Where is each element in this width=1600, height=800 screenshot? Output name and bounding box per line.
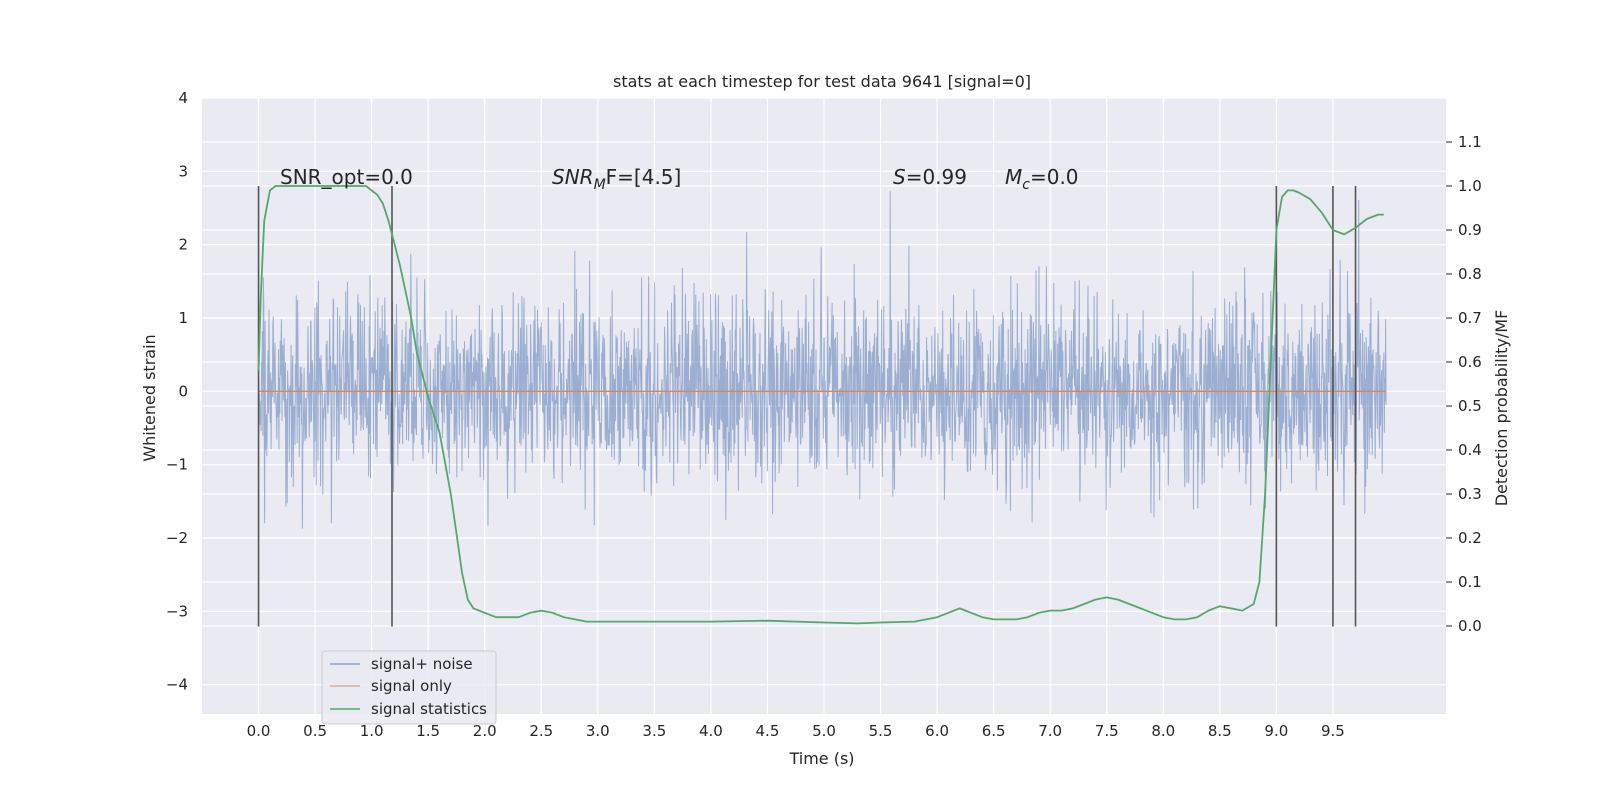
annotation-snr-mf-symbol: SNR [552, 165, 594, 189]
y-tick-label: 0 [178, 382, 188, 400]
x-tick-label: 5.0 [812, 722, 836, 740]
y-right-tick-label: 0.7 [1458, 309, 1482, 327]
noise-trace [258, 191, 1387, 529]
noise-series [258, 191, 1387, 529]
stats-trace [257, 185, 1384, 625]
annotation-mc: Mc=0.0 [1005, 165, 1079, 193]
y-right-tick-label: 0.4 [1458, 441, 1482, 459]
y-axis-right: 0.0 0.1 0.2 0.3 0.4 0.5 0.6 0.7 0.8 0.9 1.0 1.1 [1446, 133, 1482, 635]
y-right-tick-label: 0.2 [1458, 529, 1482, 547]
y-right-tick-label: 0.3 [1458, 485, 1482, 503]
x-tick-label: 8.0 [1151, 722, 1175, 740]
legend-label-stats: signal statistics [371, 700, 487, 718]
x-tick-label: 2.5 [529, 722, 553, 740]
x-tick-label: 8.5 [1208, 722, 1232, 740]
y-tick-label: −4 [166, 676, 188, 694]
annotation-s-value: =0.99 [906, 165, 967, 189]
x-tick-label: 1.5 [416, 722, 440, 740]
legend: signal+ noise signal only signal statist… [321, 650, 497, 725]
annotation-s: S=0.99 [893, 165, 967, 189]
y-right-tick-label: 0.1 [1458, 573, 1482, 591]
x-tick-label: 9.0 [1264, 722, 1288, 740]
vertical-markers [257, 186, 1357, 627]
x-axis: 0.0 0.5 1.0 1.5 2.0 2.5 3.0 3.5 4.0 4.5 5.0 5.5 6.0 6… [247, 722, 1345, 740]
x-axis-label: Time (s) [788, 749, 854, 768]
annotation-snr-opt: SNR_opt=0.0 [280, 165, 413, 189]
annotation-snr-mf-value: F=[4.5] [606, 165, 682, 189]
x-tick-label: 0.5 [303, 722, 327, 740]
x-tick-label: 6.5 [982, 722, 1006, 740]
y-right-tick-label: 0.8 [1458, 265, 1482, 283]
annotation-mc-subscript: c [1022, 177, 1030, 193]
legend-label-signal: signal only [371, 677, 452, 695]
y-right-tick-label: 1.1 [1458, 133, 1482, 151]
annotation-mc-value: =0.0 [1030, 165, 1079, 189]
legend-label-noise: signal+ noise [371, 655, 473, 673]
x-tick-label: 4.5 [756, 722, 780, 740]
annotation-s-symbol: S [893, 165, 906, 189]
x-tick-label: 2.0 [473, 722, 497, 740]
y-tick-label: 4 [178, 89, 188, 107]
y-tick-label: −1 [166, 456, 188, 474]
y-axis-left: 4 3 2 1 0 −1 −2 −3 −4 [166, 89, 188, 694]
y-right-tick-label: 1.0 [1458, 177, 1482, 195]
x-tick-label: 1.0 [360, 722, 384, 740]
y-right-tick-label: 0.6 [1458, 353, 1482, 371]
y-tick-label: 2 [178, 236, 188, 254]
y-tick-label: −2 [166, 529, 188, 547]
y-tick-label: 3 [178, 162, 188, 180]
stats-series [257, 185, 1384, 625]
y-tick-label: 1 [178, 309, 188, 327]
chart-title: stats at each timestep for test data 964… [613, 72, 1031, 91]
annotation-snr-mf-subscript: M [594, 177, 606, 193]
y-right-tick-label: 0.0 [1458, 617, 1482, 635]
x-tick-label: 3.0 [586, 722, 610, 740]
x-tick-label: 9.5 [1321, 722, 1345, 740]
x-tick-label: 5.5 [869, 722, 893, 740]
x-tick-label: 6.0 [925, 722, 949, 740]
y-axis-label: Whitened strain [140, 334, 159, 461]
y-right-tick-label: 0.9 [1458, 221, 1482, 239]
y-right-tick-label: 0.5 [1458, 397, 1482, 415]
x-tick-label: 3.5 [642, 722, 666, 740]
annotation-mc-symbol: M [1005, 165, 1022, 189]
x-tick-label: 0.0 [247, 722, 271, 740]
x-tick-label: 7.0 [1038, 722, 1062, 740]
x-tick-label: 4.0 [699, 722, 723, 740]
x-tick-label: 7.5 [1095, 722, 1119, 740]
y-tick-label: −3 [166, 602, 188, 620]
legend-box [321, 650, 497, 725]
y-axis-right-label: Detection probability/MF [1492, 310, 1511, 507]
annotation-snr-mf: SNRMF=[4.5] [552, 165, 681, 193]
